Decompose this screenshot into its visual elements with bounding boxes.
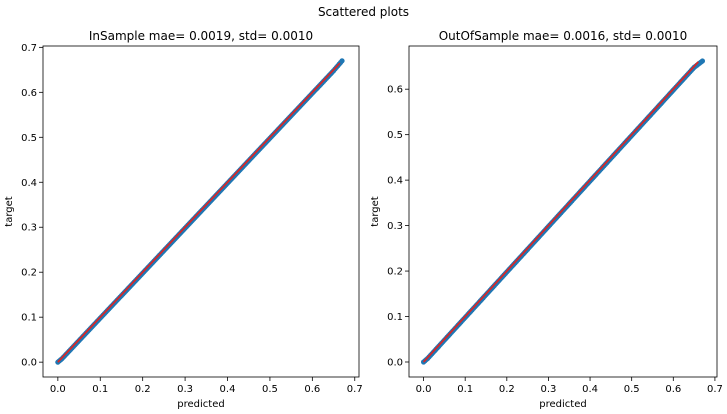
data-point — [699, 58, 706, 64]
plot-area — [420, 58, 706, 365]
y-tick-label: 0.1 — [387, 312, 403, 323]
y-tick-label: 0.5 — [387, 130, 403, 141]
chart-panel-1: InSample mae= 0.0019, std= 0.0010 0.0 0.1 0… — [4, 29, 363, 410]
x-tick-label: 0.3 — [540, 384, 556, 395]
data-point — [339, 58, 345, 64]
chart-panel-2: OutOfSample mae= 0.0016, std= 0.0010 0.0 0… — [370, 29, 723, 410]
reference-line — [422, 61, 699, 363]
x-tick-label: 0.7 — [347, 384, 363, 395]
y-tick-label: 0.5 — [21, 133, 37, 144]
x-tick-label: 0.3 — [177, 384, 193, 395]
x-axis-label: predicted — [539, 399, 586, 410]
x-tick-label: 0.6 — [304, 384, 320, 395]
y-tick-label: 0.7 — [21, 43, 37, 54]
y-axis-label: target — [4, 196, 15, 226]
x-tick-label: 0.7 — [707, 384, 723, 395]
y-axis-label: target — [370, 196, 381, 226]
y-tick-label: 0.0 — [387, 357, 403, 368]
x-tick-label: 0.4 — [582, 384, 598, 395]
y-tick-label: 0.2 — [387, 267, 403, 278]
y-tick-label: 0.1 — [21, 313, 37, 324]
x-tick-label: 0.6 — [665, 384, 681, 395]
x-tick-label: 0.0 — [416, 384, 432, 395]
x-tick-label: 0.2 — [499, 384, 515, 395]
reference-line — [57, 62, 341, 363]
x-tick-label: 0.1 — [92, 384, 108, 395]
chart-title: OutOfSample mae= 0.0016, std= 0.0010 — [439, 29, 688, 43]
axes-frame — [42, 45, 360, 378]
x-axis-label: predicted — [177, 399, 224, 410]
axes-frame — [408, 45, 718, 378]
x-tick-label: 0.5 — [262, 384, 278, 395]
y-tick-label: 0.4 — [21, 178, 37, 189]
y-tick-label: 0.6 — [21, 88, 37, 99]
figure-suptitle: Scattered plots — [317, 5, 410, 19]
y-tick-label: 0.0 — [21, 358, 37, 369]
x-tick-label: 0.4 — [220, 384, 236, 395]
y-tick-label: 0.4 — [387, 176, 403, 187]
y-tick-label: 0.3 — [387, 221, 403, 232]
x-tick-label: 0.1 — [457, 384, 473, 395]
y-tick-label: 0.6 — [387, 85, 403, 96]
x-tick-label: 0.0 — [50, 384, 66, 395]
x-tick-label: 0.2 — [135, 384, 151, 395]
chart-title: InSample mae= 0.0019, std= 0.0010 — [89, 29, 313, 43]
plot-area — [55, 58, 345, 365]
y-tick-label: 0.3 — [21, 223, 37, 234]
x-tick-label: 0.5 — [624, 384, 640, 395]
y-tick-label: 0.2 — [21, 268, 37, 279]
